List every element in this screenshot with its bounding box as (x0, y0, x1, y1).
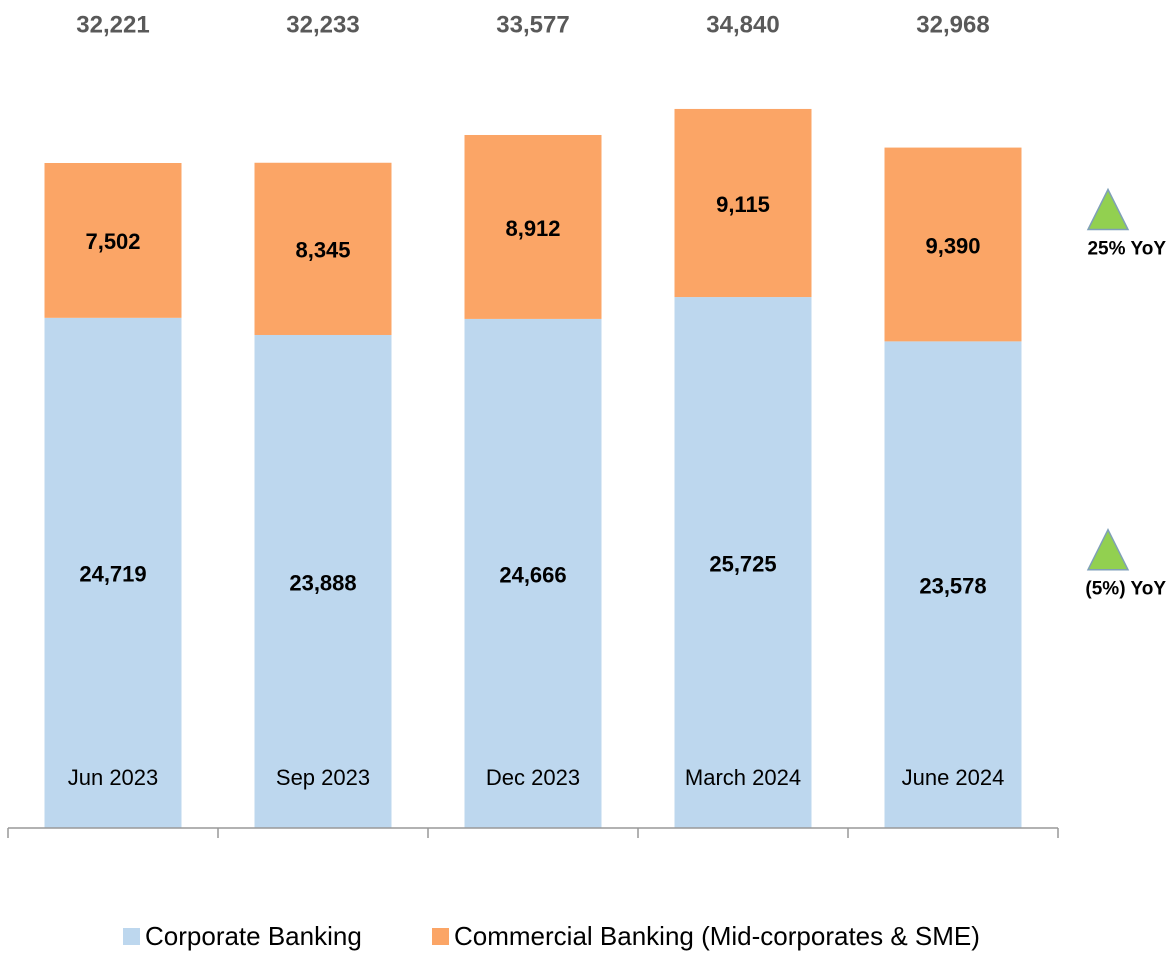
x-tick-label: Dec 2023 (486, 765, 580, 790)
data-label: 9,115 (716, 192, 770, 217)
legend-label: Commercial Banking (Mid-corporates & SME… (454, 921, 980, 951)
total-label: 32,221 (76, 11, 149, 38)
data-label: 25,725 (709, 551, 776, 576)
data-label: 8,345 (295, 238, 350, 263)
legend-swatch (123, 928, 140, 945)
x-tick-label: Sep 2023 (276, 765, 370, 790)
data-label: 24,719 (79, 562, 146, 587)
total-label: 32,968 (916, 11, 989, 38)
data-label: 8,912 (505, 216, 560, 241)
bar-segment (254, 334, 392, 828)
bar-segment (674, 108, 812, 298)
yoy-label: (5%) YoY (1085, 579, 1166, 600)
bar-segment (254, 162, 392, 335)
yoy-triangle (1086, 187, 1130, 231)
bar-segment (674, 297, 812, 828)
x-tick-label: Jun 2023 (68, 765, 159, 790)
total-label: 34,840 (706, 11, 779, 38)
data-label: 23,888 (289, 570, 356, 595)
bar-segment (884, 147, 1022, 342)
bar-segment (44, 163, 182, 318)
bar-segment (44, 317, 182, 828)
total-label: 33,577 (496, 11, 569, 38)
data-label: 9,390 (925, 233, 980, 258)
legend-label: Corporate Banking (145, 921, 362, 951)
data-label: 24,666 (499, 562, 566, 587)
bar-segment (884, 341, 1022, 828)
bar-segment (464, 134, 602, 319)
legend-swatch (432, 928, 449, 945)
x-tick-label: March 2024 (685, 765, 801, 790)
bar-segment (464, 318, 602, 828)
yoy-label: 25% YoY (1087, 238, 1166, 259)
total-label: 32,233 (286, 11, 359, 38)
data-label: 23,578 (919, 574, 986, 599)
yoy-triangle (1086, 528, 1130, 571)
data-label: 7,502 (85, 229, 140, 254)
x-tick-label: June 2024 (902, 765, 1005, 790)
